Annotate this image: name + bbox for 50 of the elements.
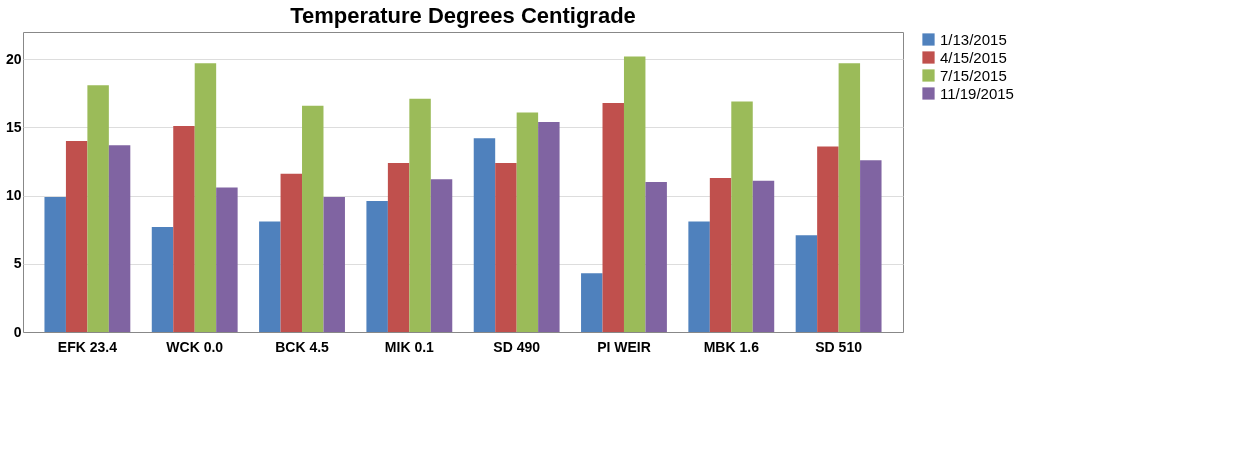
bar bbox=[795, 235, 818, 332]
chart-title: Temperature Degrees Centigrade bbox=[290, 3, 636, 28]
bar bbox=[473, 138, 496, 332]
legend-label: 11/19/2015 bbox=[940, 84, 1014, 102]
y-tick-label: 10 bbox=[5, 187, 22, 204]
bar bbox=[581, 273, 603, 332]
bar bbox=[65, 141, 88, 332]
x-tick-label: MBK 1.6 bbox=[703, 338, 760, 355]
x-tick-label: WCK 0.0 bbox=[166, 338, 224, 355]
bar bbox=[216, 187, 238, 332]
bar bbox=[495, 162, 517, 332]
y-tick-label: 5 bbox=[13, 255, 22, 272]
bar bbox=[688, 221, 710, 332]
bar bbox=[387, 162, 410, 332]
bar bbox=[173, 126, 195, 332]
bar bbox=[645, 182, 667, 332]
y-tick-label: 0 bbox=[13, 323, 22, 340]
bar bbox=[817, 146, 839, 332]
bar bbox=[752, 180, 775, 332]
bar bbox=[87, 85, 109, 332]
bar bbox=[194, 63, 217, 332]
bar bbox=[731, 101, 753, 332]
bar bbox=[860, 160, 882, 332]
bar bbox=[623, 56, 646, 332]
bar bbox=[280, 173, 303, 332]
x-tick-label: SD 510 bbox=[815, 338, 863, 355]
bar bbox=[151, 227, 174, 332]
bar bbox=[538, 122, 560, 332]
y-tick-label: 15 bbox=[5, 118, 22, 135]
bar bbox=[323, 197, 345, 332]
x-tick-label: SD 490 bbox=[493, 338, 541, 355]
legend-label: 7/15/2015 bbox=[940, 66, 1007, 84]
y-tick-label: 20 bbox=[5, 50, 22, 67]
bar bbox=[838, 63, 861, 332]
bar bbox=[430, 179, 453, 332]
bar bbox=[302, 105, 324, 332]
bar bbox=[259, 221, 281, 332]
bar bbox=[709, 177, 732, 332]
bar bbox=[44, 197, 66, 332]
x-tick-label: EFK 23.4 bbox=[57, 338, 118, 355]
legend-label: 1/13/2015 bbox=[940, 30, 1007, 48]
legend-label: 4/15/2015 bbox=[940, 48, 1007, 66]
bar bbox=[366, 201, 388, 332]
x-tick-label: PI WEIR bbox=[597, 338, 651, 355]
bar bbox=[108, 145, 131, 332]
x-tick-label: BCK 4.5 bbox=[275, 338, 330, 355]
bar bbox=[516, 112, 539, 332]
bar bbox=[409, 98, 431, 332]
bar bbox=[602, 102, 624, 332]
x-tick-label: MIK 0.1 bbox=[384, 338, 435, 355]
